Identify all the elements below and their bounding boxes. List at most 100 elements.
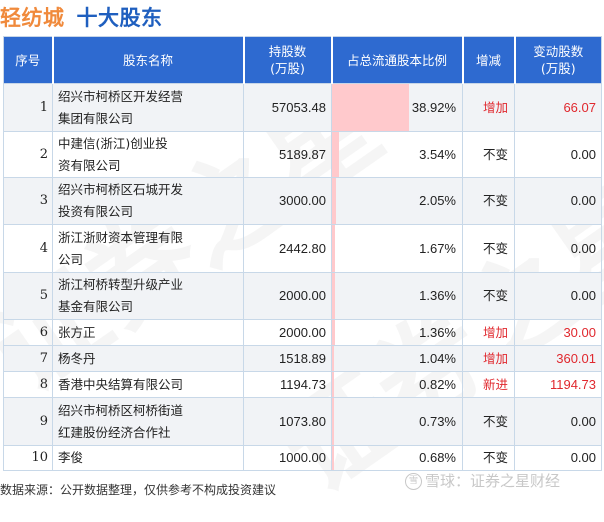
- row-index: 4: [3, 224, 53, 273]
- table-row: 4 浙江浙财资本管理有限 公司 2442.80 1.67% 不变 0.00: [3, 224, 602, 273]
- change-type: 新进: [462, 371, 515, 398]
- shares-held: 2442.80: [243, 224, 332, 273]
- ratio-bar: [332, 178, 336, 224]
- change-type: 不变: [462, 272, 515, 320]
- shares-held: 1000.00: [243, 445, 332, 471]
- table-row: 9 绍兴市柯桥区柯桥街道 红建股份经济合作社 1073.80 0.73% 不变 0.00: [3, 397, 602, 446]
- table-row: 2 中建信(浙江)创业投 资有限公司 5189.87 3.54% 不变 0.00: [3, 131, 602, 178]
- change-shares: 0.00: [514, 397, 602, 446]
- change-type: 不变: [462, 397, 515, 446]
- ratio-cell: 38.92%: [331, 83, 463, 132]
- shares-held: 5189.87: [243, 131, 332, 178]
- shareholders-table: 序号 股东名称 持股数 (万股) 占总流通股本比例 增减 变动股数 (万股) 1 绍兴…: [3, 36, 602, 471]
- ratio-bar: [332, 446, 334, 470]
- column-header-change-shares: 变动股数 (万股): [514, 36, 602, 84]
- ratio-cell: 3.54%: [331, 131, 463, 178]
- ratio-bar: [332, 398, 334, 445]
- shareholder-name: 浙江浙财资本管理有限 公司: [52, 224, 244, 273]
- shares-held: 57053.48: [243, 83, 332, 132]
- ratio-value: 0.68%: [419, 450, 456, 465]
- change-shares: 0.00: [514, 272, 602, 320]
- shareholder-name: 香港中央结算有限公司: [52, 371, 244, 398]
- change-type: 增加: [462, 319, 515, 346]
- table-row: 5 浙江柯桥转型升级产业 基金有限公司 2000.00 1.36% 不变 0.00: [3, 272, 602, 320]
- row-index: 6: [3, 319, 53, 346]
- shares-held: 1518.89: [243, 345, 332, 372]
- row-index: 5: [3, 272, 53, 320]
- ratio-cell: 0.68%: [331, 445, 463, 471]
- shares-held: 1194.73: [243, 371, 332, 398]
- shareholder-name: 绍兴市柯桥区石城开发 投资有限公司: [52, 177, 244, 225]
- ratio-cell: 2.05%: [331, 177, 463, 225]
- ratio-cell: 1.36%: [331, 272, 463, 320]
- change-shares: 1194.73: [514, 371, 602, 398]
- table-row: 10 李俊 1000.00 0.68% 不变 0.00: [3, 445, 602, 471]
- shares-held: 1073.80: [243, 397, 332, 446]
- change-type: 不变: [462, 224, 515, 273]
- ratio-bar: [332, 132, 339, 177]
- change-type: 增加: [462, 345, 515, 372]
- shareholder-name: 张方正: [52, 319, 244, 346]
- ratio-bar: [332, 320, 335, 345]
- change-shares: 0.00: [514, 131, 602, 178]
- shares-held: 3000.00: [243, 177, 332, 225]
- data-source-note: 数据来源：公开数据整理，仅供参考不构成投资建议: [0, 483, 277, 497]
- ratio-value: 1.36%: [419, 324, 456, 340]
- column-header-ratio: 占总流通股本比例: [331, 36, 464, 84]
- change-shares: 66.07: [514, 83, 602, 132]
- table-row: 8 香港中央结算有限公司 1194.73 0.82% 新进 1194.73: [3, 371, 602, 398]
- ratio-bar: [332, 84, 409, 131]
- ratio-cell: 1.36%: [331, 319, 463, 346]
- table-row: 7 杨冬丹 1518.89 1.04% 增加 360.01: [3, 345, 602, 372]
- change-type: 不变: [462, 445, 515, 471]
- change-shares: 30.00: [514, 319, 602, 346]
- row-index: 2: [3, 131, 53, 178]
- shareholder-name: 绍兴市柯桥区柯桥街道 红建股份经济合作社: [52, 397, 244, 446]
- change-shares: 0.00: [514, 445, 602, 471]
- ratio-cell: 1.67%: [331, 224, 463, 273]
- row-index: 8: [3, 371, 53, 398]
- ratio-cell: 0.73%: [331, 397, 463, 446]
- column-header-name: 股东名称: [52, 36, 245, 84]
- ratio-bar: [332, 225, 335, 272]
- column-header-index: 序号: [3, 36, 54, 84]
- page-title: 轻纺城 十大股东: [0, 2, 163, 32]
- change-shares: 0.00: [514, 224, 602, 273]
- row-index: 1: [3, 83, 53, 132]
- ratio-value: 1.67%: [419, 240, 456, 256]
- shareholder-name: 绍兴市柯桥区开发经营 集团有限公司: [52, 83, 244, 132]
- ratio-value: 0.82%: [419, 376, 456, 392]
- ratio-value: 38.92%: [411, 99, 456, 115]
- row-index: 9: [3, 397, 53, 446]
- company-name: 轻纺城: [0, 6, 65, 30]
- shareholder-name: 杨冬丹: [52, 345, 244, 372]
- ratio-bar: [332, 346, 334, 371]
- change-type: 不变: [462, 177, 515, 225]
- change-shares: 360.01: [514, 345, 602, 372]
- ratio-cell: 0.82%: [331, 371, 463, 398]
- shareholder-name: 李俊: [52, 445, 244, 471]
- column-header-shares: 持股数 (万股): [243, 36, 333, 84]
- shareholder-name: 浙江柯桥转型升级产业 基金有限公司: [52, 272, 244, 320]
- xueqiu-logo-icon: 雪: [405, 473, 422, 490]
- change-type: 不变: [462, 131, 515, 178]
- change-type: 增加: [462, 83, 515, 132]
- table-header-row: 序号 股东名称 持股数 (万股) 占总流通股本比例 增减 变动股数 (万股): [3, 36, 602, 84]
- ratio-bar: [332, 273, 335, 319]
- row-index: 10: [3, 445, 53, 471]
- brand-credit: 雪雪球：证券之星财经: [405, 470, 560, 491]
- column-header-change-type: 增减: [462, 36, 516, 84]
- table-row: 3 绍兴市柯桥区石城开发 投资有限公司 3000.00 2.05% 不变 0.00: [3, 177, 602, 225]
- ratio-value: 2.05%: [419, 193, 456, 208]
- ratio-bar: [332, 372, 334, 397]
- table-row: 6 张方正 2000.00 1.36% 增加 30.00: [3, 319, 602, 346]
- section-title: 十大股东: [76, 6, 163, 30]
- brand-text: 雪球：证券之星财经: [425, 472, 561, 490]
- change-shares: 0.00: [514, 177, 602, 225]
- shares-held: 2000.00: [243, 319, 332, 346]
- row-index: 3: [3, 177, 53, 225]
- table-row: 1 绍兴市柯桥区开发经营 集团有限公司 57053.48 38.92% 增加 66.07: [3, 83, 602, 132]
- ratio-value: 1.04%: [419, 350, 456, 366]
- shares-held: 2000.00: [243, 272, 332, 320]
- ratio-value: 3.54%: [419, 146, 456, 162]
